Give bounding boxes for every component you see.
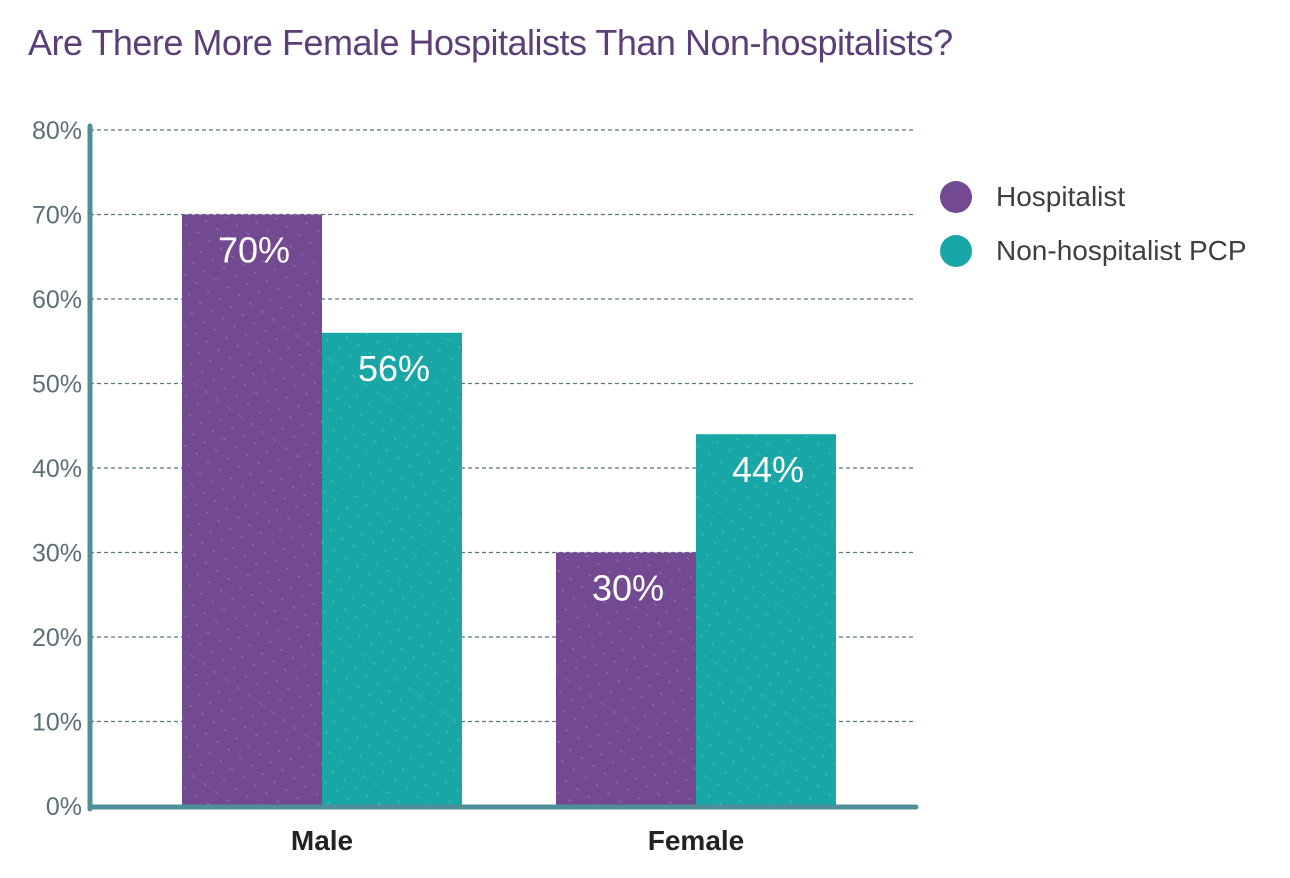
data-label-non-hospitalist-pcp-female: 44% <box>732 449 804 490</box>
data-label-non-hospitalist-pcp-male: 56% <box>358 348 430 389</box>
legend-label-non-hospitalist-pcp: Non-hospitalist PCP <box>996 235 1247 266</box>
bar-texture <box>322 332 462 806</box>
y-tick-label: 80% <box>32 117 82 145</box>
y-tick-label: 70% <box>32 202 82 230</box>
x-category-label-male: Male <box>291 825 353 856</box>
y-tick-label: 10% <box>32 709 82 737</box>
labels: 0% 10% 20% 30% 40% 50% 60% 70% 80% 70% 56% Male 30% 4… <box>32 117 804 856</box>
legend-item-non-hospitalist-pcp: Non-hospitalist PCP <box>940 224 1247 278</box>
y-tick-label: 0% <box>46 793 82 821</box>
y-tick-label: 40% <box>32 455 82 483</box>
y-tick-label: 20% <box>32 624 82 652</box>
bar-texture <box>696 434 836 806</box>
axes <box>87 123 919 812</box>
bar-texture <box>182 214 322 806</box>
legend-item-hospitalist: Hospitalist <box>940 170 1247 224</box>
data-label-hospitalist-female: 30% <box>592 568 664 609</box>
x-category-label-female: Female <box>648 825 745 856</box>
legend-swatch-non-hospitalist-pcp <box>940 235 972 267</box>
chart-title: Are There More Female Hospitalists Than … <box>28 22 953 63</box>
bars <box>182 214 836 806</box>
y-tick-label: 60% <box>32 286 82 314</box>
legend: Hospitalist Non-hospitalist PCP <box>940 170 1247 278</box>
legend-swatch-hospitalist <box>940 181 972 213</box>
data-label-hospitalist-male: 70% <box>218 230 290 271</box>
y-tick-label: 50% <box>32 371 82 399</box>
y-tick-label: 30% <box>32 540 82 568</box>
bar-texture <box>556 552 696 806</box>
legend-label-hospitalist: Hospitalist <box>996 181 1126 212</box>
